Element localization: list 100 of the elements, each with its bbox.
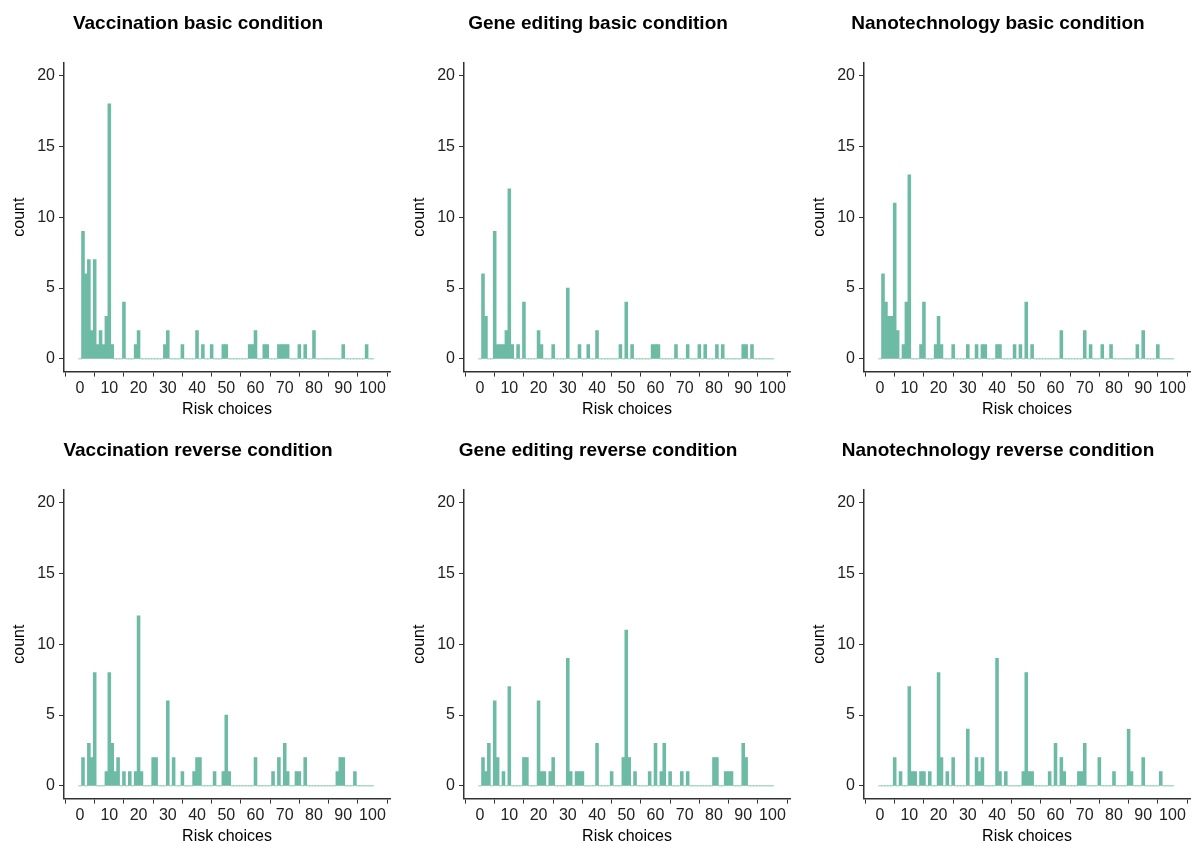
x-tick-label: 20 [529,378,548,396]
y-tick-label: 10 [837,634,856,652]
y-tick-label: 0 [46,349,56,367]
x-tick-label: 0 [475,805,485,823]
x-tick-label: 20 [929,805,948,823]
x-tick-label: 50 [1017,805,1036,823]
y-tick-label: 15 [37,563,56,581]
x-tick-label: 0 [75,378,85,396]
y-tick-label: 15 [437,136,456,154]
x-tick-label: 70 [675,805,694,823]
y-tick-label: 15 [837,563,856,581]
chart-title: Nanotechnology basic condition [851,11,1145,33]
x-tick-label: 50 [217,805,236,823]
y-tick-label: 0 [446,349,456,367]
y-tick-label: 20 [37,492,56,510]
x-tick-label: 60 [646,805,665,823]
y-axis-title: count [10,624,28,664]
y-tick-label: 0 [846,776,856,794]
x-axis-title: Risk choices [582,399,672,417]
x-tick-label: 60 [246,805,265,823]
x-tick-label: 80 [705,378,723,396]
x-tick-label: 40 [988,805,1007,823]
x-tick-label: 40 [188,805,207,823]
x-tick-label: 40 [588,378,607,396]
chart-title: Vaccination basic condition [72,11,324,33]
x-tick-label: 80 [305,378,323,396]
x-tick-label: 0 [875,378,885,396]
y-tick-label: 5 [846,705,856,723]
x-tick-label: 70 [1075,805,1094,823]
y-tick-label: 15 [837,136,856,154]
x-tick-label: 30 [558,378,577,396]
x-axis-title: Risk choices [182,826,272,844]
y-tick-label: 20 [837,65,856,83]
x-tick-label: 50 [617,378,636,396]
x-tick-label: 10 [100,805,119,823]
x-axis-title: Risk choices [982,826,1072,844]
x-tick-label: 100 [1159,378,1186,396]
x-tick-label: 90 [1134,378,1153,396]
x-tick-label: 60 [1046,805,1065,823]
x-tick-label: 100 [359,805,386,823]
y-axis-title: count [810,197,828,237]
x-tick-label: 0 [475,378,485,396]
x-tick-label: 70 [675,378,694,396]
y-tick-label: 5 [446,705,456,723]
y-tick-label: 10 [837,207,856,225]
x-tick-label: 100 [759,805,786,823]
x-tick-label: 30 [958,805,977,823]
y-tick-label: 20 [37,65,56,83]
chart-title: Gene editing reverse condition [458,438,738,460]
x-tick-label: 10 [100,378,119,396]
x-tick-label: 10 [900,805,919,823]
y-tick-label: 20 [437,492,456,510]
x-tick-label: 60 [1046,378,1065,396]
x-tick-label: 40 [588,805,607,823]
x-tick-label: 0 [875,805,885,823]
x-tick-label: 60 [246,378,265,396]
x-tick-label: 50 [217,378,236,396]
x-tick-label: 20 [129,378,148,396]
x-tick-label: 30 [958,378,977,396]
x-tick-label: 80 [705,805,723,823]
x-tick-label: 70 [1075,378,1094,396]
x-tick-label: 80 [1105,805,1123,823]
x-tick-label: 100 [1159,805,1186,823]
x-tick-label: 80 [305,805,323,823]
y-tick-label: 0 [846,349,856,367]
x-tick-label: 90 [334,805,353,823]
x-tick-label: 70 [275,378,294,396]
x-tick-label: 90 [734,378,753,396]
x-tick-label: 30 [158,805,177,823]
y-tick-label: 10 [37,207,56,225]
x-tick-label: 30 [558,805,577,823]
x-tick-label: 90 [1134,805,1153,823]
y-axis-title: count [810,624,828,664]
y-tick-label: 10 [437,634,456,652]
x-axis-title: Risk choices [582,826,672,844]
x-tick-label: 70 [275,805,294,823]
y-tick-label: 0 [46,776,56,794]
x-tick-label: 10 [500,805,519,823]
x-tick-label: 20 [129,805,148,823]
y-tick-label: 0 [446,776,456,794]
x-tick-label: 30 [158,378,177,396]
y-tick-label: 5 [846,278,856,296]
x-tick-label: 0 [75,805,85,823]
x-tick-label: 50 [617,805,636,823]
x-axis-title: Risk choices [982,399,1072,417]
y-tick-label: 5 [46,278,56,296]
x-tick-label: 60 [646,378,665,396]
x-tick-label: 20 [929,378,948,396]
x-tick-label: 20 [529,805,548,823]
x-tick-label: 80 [1105,378,1123,396]
y-tick-label: 10 [437,207,456,225]
x-tick-label: 10 [900,378,919,396]
y-tick-label: 15 [37,136,56,154]
y-tick-label: 5 [446,278,456,296]
y-tick-label: 10 [37,634,56,652]
y-tick-label: 20 [437,65,456,83]
y-axis-title: count [10,197,28,237]
x-tick-label: 90 [734,805,753,823]
y-tick-label: 15 [437,563,456,581]
y-axis-title: count [410,197,428,237]
